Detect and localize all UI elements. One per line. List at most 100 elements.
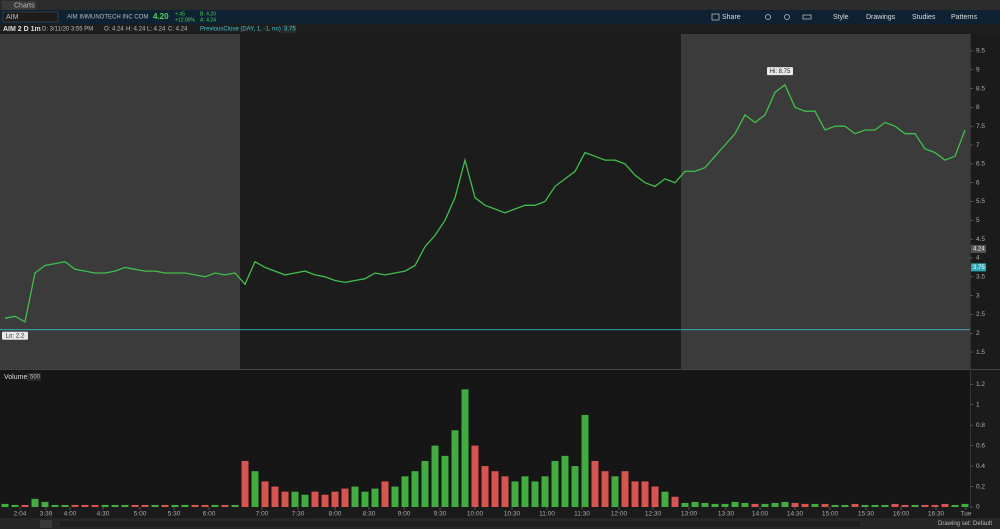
y-tick-label: 9.5 (976, 48, 985, 55)
volume-bar (581, 414, 589, 507)
y-tick-label: 0.4 (976, 463, 985, 470)
volume-bar (671, 496, 679, 507)
x-tick-label: 7:00 (256, 511, 269, 518)
share-icon[interactable] (711, 13, 720, 21)
info-close: C: 4.24 (168, 27, 188, 33)
volume-bar (421, 460, 429, 507)
toolbar-buttons: Share Style Drawings Studies Patterns (711, 13, 978, 21)
volume-bar (911, 504, 919, 507)
volume-bar (461, 389, 469, 507)
volume-bar (761, 503, 769, 507)
volume-bar (321, 494, 329, 507)
volume-bar (641, 481, 649, 507)
x-tick-label: 6:00 (203, 511, 216, 518)
y-tick-label: 6 (976, 179, 980, 186)
volume-bar (531, 481, 539, 507)
x-tick-label: 16:30 (928, 511, 945, 518)
volume-bar (491, 471, 499, 507)
x-tick-label: 12:00 (611, 511, 628, 518)
x-tick-label: 14:30 (787, 511, 804, 518)
y-tick-label: 3 (976, 292, 980, 299)
button[interactable]: Patterns (951, 14, 978, 21)
annotation-box (767, 67, 793, 76)
volume-bar (561, 455, 569, 507)
volume-bar (311, 491, 319, 507)
volume-bar (161, 504, 169, 507)
volume-bar (451, 430, 459, 507)
info-open: O: 4.24 (104, 27, 124, 33)
price-line (4, 83, 966, 323)
button[interactable]: Style (833, 14, 849, 21)
button[interactable]: Share (722, 14, 741, 21)
scroll-button[interactable] (40, 520, 52, 528)
volume-bar (691, 501, 699, 507)
info-high: H: 4.24 (126, 27, 146, 33)
volume-bar (81, 504, 89, 507)
y-tick-label: 3.5 (976, 273, 985, 280)
volume-bar (271, 486, 279, 507)
volume-bar (801, 503, 809, 507)
symbol-box[interactable] (2, 11, 59, 23)
ask: A: 4.24 (200, 17, 216, 23)
x-tick-label: 9:00 (398, 511, 411, 518)
change: +.45 (175, 11, 185, 17)
volume-bar (91, 504, 99, 507)
volume-bar (181, 504, 189, 507)
price-marker-label: 3.75 (973, 265, 985, 271)
volume-bar (341, 488, 349, 507)
volume-bar (951, 504, 959, 507)
tab[interactable] (2, 1, 36, 10)
info-row (0, 24, 1000, 34)
volume-bar (71, 504, 79, 507)
y-tick-label: 5 (976, 217, 980, 224)
volume-bar (301, 494, 309, 507)
x-tick-label: 13:00 (681, 511, 698, 518)
scrollbar[interactable] (60, 521, 860, 527)
volume-bar (251, 471, 259, 507)
extended-hours (681, 34, 970, 369)
volume-bar (901, 504, 909, 507)
volume-bar (571, 466, 579, 507)
toolbar (0, 10, 1000, 24)
x-tick-label: 3:39 (40, 511, 53, 518)
y-tick-label: 0.6 (976, 442, 985, 449)
description: AIM IMMUNOTECH INC COM (67, 15, 148, 21)
button[interactable]: Drawings (866, 14, 896, 21)
volume-bar (291, 491, 299, 507)
price-marker (971, 263, 986, 272)
volume-bar (21, 504, 29, 507)
y-tick-label: 4.5 (976, 236, 985, 243)
volume-bar (741, 502, 749, 507)
volume-bar (941, 503, 949, 507)
x-tick-label: 11:00 (539, 511, 555, 518)
x-tick-label: 13:30 (718, 511, 735, 518)
volume-bar (861, 504, 869, 507)
prev-close-box (282, 25, 296, 33)
x-tick-label: 4:30 (97, 511, 110, 518)
button[interactable]: Studies (912, 14, 936, 21)
volume-bar (31, 498, 39, 507)
icon[interactable] (765, 14, 771, 20)
volume-bar (891, 503, 899, 507)
icon[interactable] (784, 14, 790, 20)
y-tick-label: 5.5 (976, 198, 985, 205)
volume-bar (871, 504, 879, 507)
icon[interactable] (802, 14, 812, 20)
volume-bar (431, 445, 439, 507)
volume-bar (921, 504, 929, 507)
volume-bar (721, 503, 729, 507)
volume-bar (751, 503, 759, 507)
y-tick-label: 7 (976, 142, 980, 149)
x-tick-label: 8:00 (329, 511, 342, 518)
volume-bar (231, 504, 239, 507)
volume-bar (501, 476, 509, 507)
drawing-set[interactable]: Drawing set: Default (938, 521, 992, 527)
tab-label[interactable]: Charts (14, 2, 35, 9)
y-tick-label: 8 (976, 104, 980, 111)
volume-bar (131, 504, 139, 507)
volume-bar (771, 502, 779, 507)
symbol[interactable]: AIM (6, 14, 19, 21)
x-tick-label: 4:00 (64, 511, 77, 518)
x-tick-label: 15:30 (858, 511, 875, 518)
